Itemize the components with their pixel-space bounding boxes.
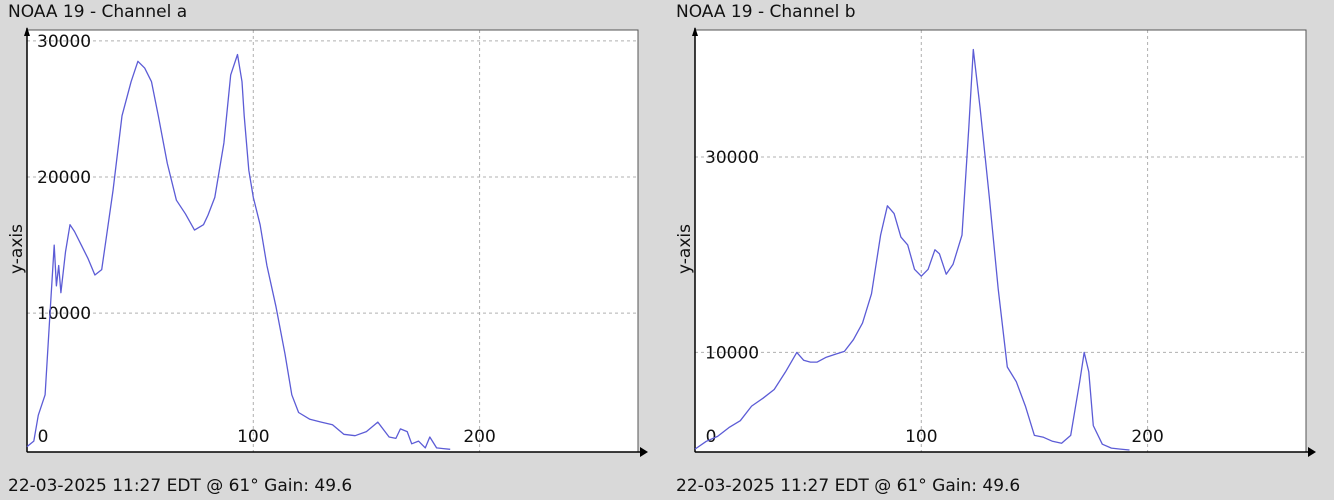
timestamp-footer: 22-03-2025 11:27 EDT @ 61° Gain: 49.6 [8,476,353,496]
x-axis-arrow-icon [1308,447,1316,457]
y-axis-arrow-icon [24,27,30,36]
y-axis-label: y-axis [7,224,27,274]
x-tick-label: 0 [38,427,49,447]
y-tick-label: 10000 [37,304,91,324]
plot-area-b: 0 100 200 10000 30000 y-axis [675,27,1316,457]
x-tick-label: 100 [237,427,269,447]
y-axis-arrow-icon [692,27,698,36]
y-tick-label: 20000 [37,168,91,188]
x-tick-label: 0 [706,427,717,447]
x-tick-label: 200 [1131,427,1163,447]
x-axis-arrow-icon [640,447,648,457]
chart-title: NOAA 19 - Channel b [676,2,856,22]
series-line [26,53,451,450]
chart-panel-a: NOAA 19 - Channel a 0 100 200 10000 20000 300… [0,0,664,500]
x-tick-label: 100 [905,427,937,447]
y-tick-label: 30000 [705,148,759,168]
chart-title: NOAA 19 - Channel a [8,2,188,22]
plot-background [27,30,638,452]
plot-background [695,30,1306,452]
y-tick-label: 10000 [705,343,759,363]
y-tick-label: 30000 [37,32,91,52]
x-tick-label: 200 [463,427,495,447]
y-axis-label: y-axis [675,224,695,274]
chart-panel-b: NOAA 19 - Channel b 0 100 200 10000 30000 y-a… [668,0,1332,500]
plot-area-a: 0 100 200 10000 20000 30000 y-axis [7,27,648,457]
timestamp-footer: 22-03-2025 11:27 EDT @ 61° Gain: 49.6 [676,476,1021,496]
series-line [694,48,1130,451]
